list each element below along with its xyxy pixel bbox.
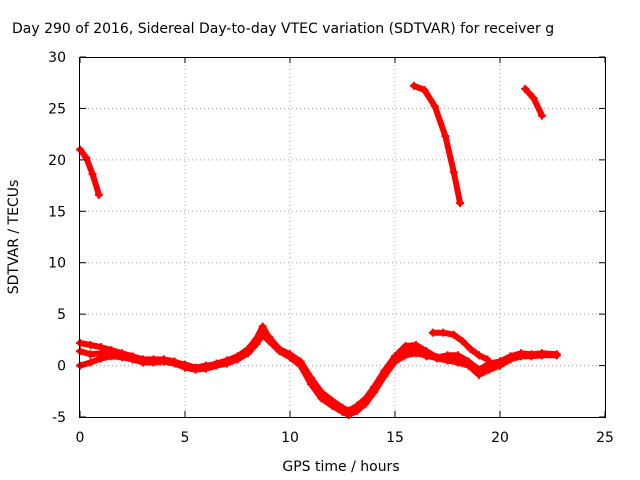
y-tick-label: 5 — [57, 307, 66, 323]
data-point — [443, 353, 452, 362]
data-point — [430, 102, 439, 111]
data-point — [212, 360, 221, 369]
data-point — [370, 385, 378, 394]
data-point — [86, 350, 95, 359]
data-point — [86, 358, 95, 367]
data-point — [391, 355, 399, 364]
data-point — [202, 361, 210, 370]
data-point — [428, 328, 437, 337]
data-point — [149, 356, 158, 365]
data-point — [286, 351, 294, 360]
x-tick-labels: 0 5 10 15 20 25 — [76, 430, 614, 446]
data-point — [538, 350, 546, 359]
data-point — [449, 330, 458, 339]
data-point — [317, 391, 326, 400]
data-point — [441, 132, 450, 141]
y-tick-label: 20 — [48, 153, 66, 169]
data-point — [527, 351, 536, 360]
data-point — [464, 360, 473, 369]
data-point — [307, 377, 315, 385]
series-arc1 — [77, 146, 102, 198]
data-point — [265, 332, 273, 341]
data-point — [82, 153, 91, 162]
data-point — [521, 84, 530, 93]
data-point — [517, 351, 525, 360]
series-arc2 — [410, 82, 464, 207]
y-tick-label: -5 — [52, 410, 66, 426]
data-point — [191, 363, 200, 372]
data-point — [275, 346, 284, 355]
data-point — [181, 360, 189, 369]
data-point — [475, 351, 483, 360]
data-point — [344, 408, 353, 417]
data-point — [409, 81, 418, 90]
data-point — [433, 353, 441, 362]
x-tick-label: 0 — [76, 430, 85, 446]
data-point — [456, 199, 465, 208]
data-point — [458, 336, 467, 345]
y-tick-label: 10 — [48, 256, 66, 272]
data-point — [94, 190, 103, 199]
chart-title: Day 290 of 2016, Sidereal Day-to-day VTE… — [12, 21, 554, 37]
series-layer — [76, 81, 561, 419]
x-axis-label: GPS time / hours — [282, 459, 399, 475]
data-point — [128, 353, 137, 362]
data-point — [361, 396, 370, 405]
data-point — [496, 358, 504, 367]
data-point — [223, 358, 231, 367]
y-tick-labels: -5 0 5 10 15 20 25 30 — [48, 50, 66, 426]
data-point — [439, 328, 448, 337]
axis-ticks — [79, 56, 606, 418]
data-point — [466, 345, 475, 354]
data-point — [449, 168, 458, 177]
data-point — [97, 349, 105, 358]
series-low3 — [77, 326, 560, 416]
data-point — [338, 405, 347, 414]
data-point — [485, 362, 494, 371]
data-point — [420, 85, 429, 94]
data-point — [258, 325, 267, 334]
data-point — [244, 347, 252, 356]
y-tick-label: 0 — [57, 359, 66, 375]
data-point — [107, 348, 116, 357]
x-tick-label: 5 — [181, 430, 190, 446]
x-tick-label: 20 — [491, 430, 509, 446]
data-point — [252, 336, 261, 345]
data-point — [552, 351, 561, 360]
data-point — [139, 356, 147, 365]
series-arc3 — [522, 85, 545, 119]
data-point — [380, 368, 389, 377]
data-point — [483, 355, 492, 364]
data-point — [160, 356, 168, 365]
data-point — [529, 94, 538, 103]
data-point — [353, 403, 362, 412]
data-point — [86, 341, 95, 349]
x-tick-label: 10 — [281, 430, 299, 446]
data-point — [538, 111, 546, 120]
data-point — [233, 354, 242, 363]
data-point — [296, 359, 305, 368]
y-axis-label: SDTVAR / TECUs — [6, 180, 22, 295]
data-point — [422, 352, 431, 361]
data-point — [88, 170, 97, 179]
plot-frame — [79, 57, 606, 418]
x-tick-label: 25 — [596, 430, 614, 446]
y-tick-label: 15 — [48, 204, 66, 220]
x-tick-label: 15 — [386, 430, 404, 446]
data-point — [412, 347, 420, 356]
data-point — [506, 354, 515, 363]
y-tick-label: 25 — [48, 101, 66, 117]
data-point — [170, 358, 179, 367]
data-point — [475, 368, 483, 377]
data-point — [328, 398, 336, 407]
data-point — [454, 355, 462, 364]
data-point — [118, 351, 126, 360]
data-point — [401, 345, 410, 354]
series-low2 — [77, 331, 560, 418]
y-tick-label: 30 — [48, 50, 66, 66]
